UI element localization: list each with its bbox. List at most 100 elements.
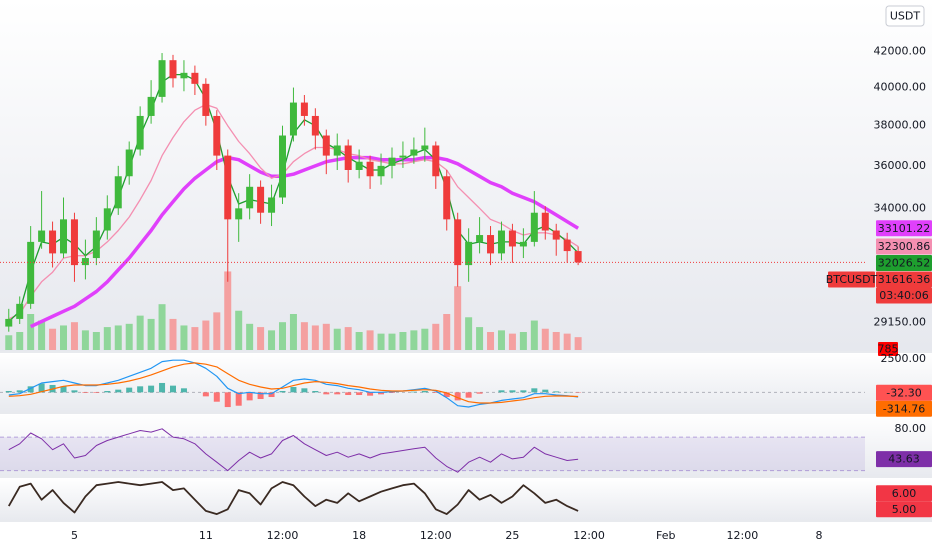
- volume-bar: [278, 322, 286, 350]
- candle-body: [519, 241, 527, 247]
- osc-pane: [0, 478, 932, 520]
- volume-bar: [81, 330, 89, 350]
- candle-body: [92, 230, 100, 259]
- volume-bar: [476, 327, 484, 350]
- histogram-bar: [312, 390, 319, 393]
- candle-body: [366, 161, 374, 177]
- x-tick-label: 8: [816, 529, 823, 542]
- price-tag: [876, 254, 932, 271]
- tick-tag: [876, 501, 932, 518]
- histogram-bar: [531, 388, 538, 393]
- histogram-bar: [476, 392, 483, 394]
- volume-bar: [388, 333, 396, 350]
- volume-bar: [180, 325, 188, 350]
- y-tick-label: 6.00: [892, 487, 917, 500]
- candle-body: [322, 135, 330, 156]
- volume-bar: [311, 325, 319, 350]
- candle-body: [333, 145, 341, 156]
- histogram-bar: [301, 388, 308, 393]
- volume-bar: [443, 314, 451, 350]
- candle-body: [136, 115, 144, 150]
- candle-body: [574, 251, 582, 263]
- candle-body: [213, 115, 221, 156]
- candle-body: [246, 186, 254, 209]
- x-tick-label: 18: [352, 529, 366, 542]
- volume-bar: [421, 328, 429, 350]
- x-tick-label: 12:00: [420, 529, 452, 542]
- candle-body: [5, 318, 13, 327]
- histogram-bar: [202, 392, 209, 397]
- candle-body: [410, 149, 418, 156]
- histogram-bar: [27, 386, 34, 393]
- volume-bar: [268, 330, 276, 350]
- histogram-bar: [235, 392, 242, 406]
- histogram-bar: [257, 392, 264, 400]
- y-tick-label: 80.00: [895, 422, 927, 435]
- histogram-bar: [5, 390, 12, 393]
- candle-body: [60, 219, 68, 254]
- volume-bar: [508, 333, 516, 350]
- series-line: [29, 155, 580, 329]
- histogram-bar: [388, 392, 395, 394]
- x-tick-label: 25: [505, 529, 519, 542]
- candle-body: [191, 72, 199, 84]
- volume-bar: [169, 318, 177, 350]
- candle-body: [125, 149, 133, 177]
- countdown-label: 03:40:06: [879, 289, 928, 302]
- band: [0, 437, 865, 471]
- histogram-bar: [224, 392, 231, 408]
- price-tag-label: 31616.36: [878, 273, 931, 286]
- y-tick-label: 34000.00: [874, 201, 927, 214]
- volume-bar: [333, 328, 341, 350]
- volume-bar: [213, 312, 221, 350]
- main-pane: [0, 0, 932, 351]
- volume-bar: [432, 323, 440, 350]
- candle-body: [552, 230, 560, 240]
- histogram-bar: [93, 392, 100, 394]
- rsi-pane: [0, 414, 932, 476]
- histogram-bar: [148, 385, 155, 393]
- candle-body: [454, 219, 462, 266]
- histogram-bar: [367, 392, 374, 396]
- candle-body: [563, 239, 571, 252]
- histogram-bar: [246, 392, 253, 401]
- x-tick-label: 12:00: [727, 529, 759, 542]
- symbol-label: BTCUSDT: [826, 273, 878, 286]
- volume-bar: [38, 320, 46, 350]
- volume-bar: [355, 332, 363, 350]
- price-tag: [876, 271, 932, 288]
- volume-bar: [487, 332, 495, 350]
- histogram-bar: [432, 392, 439, 394]
- volume-bar: [92, 332, 100, 350]
- histogram-bar: [115, 389, 122, 393]
- volume-bar: [202, 320, 210, 350]
- y-tick-label: 40000.00: [874, 81, 927, 94]
- candle-body: [289, 102, 297, 136]
- currency-button[interactable]: [885, 5, 925, 27]
- volume-bar: [530, 320, 538, 350]
- histogram-bar: [520, 390, 527, 393]
- histogram-bar: [104, 390, 111, 393]
- y-tick-label: 29150.00: [874, 316, 927, 329]
- volume-bar: [27, 314, 35, 350]
- candle-body: [487, 235, 495, 254]
- volume-bar: [158, 304, 166, 350]
- volume-bar: [16, 332, 24, 350]
- candle-body: [169, 60, 177, 79]
- volume-bar: [257, 327, 265, 350]
- price-tag: [876, 451, 932, 468]
- volume-bar: [552, 332, 560, 350]
- currency-label[interactable]: USDT: [890, 10, 921, 23]
- series-line: [8, 481, 579, 515]
- x-tick-label: Feb: [656, 529, 675, 542]
- candle-body: [103, 208, 111, 231]
- candle-body: [355, 161, 363, 170]
- macd-pane: [0, 353, 932, 412]
- price-tag-label: 33101.22: [878, 222, 931, 235]
- histogram-bar: [421, 390, 428, 393]
- series-line: [8, 103, 579, 320]
- histogram-bar: [180, 388, 187, 393]
- candle-body: [202, 83, 210, 116]
